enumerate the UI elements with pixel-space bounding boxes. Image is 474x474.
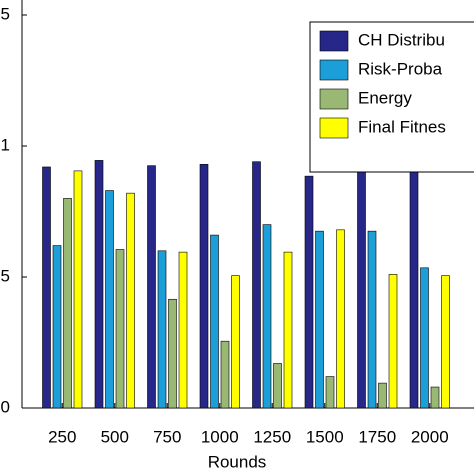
bar <box>199 164 209 409</box>
x-tick-label: 1000 <box>201 427 239 446</box>
bar <box>367 230 377 409</box>
x-tick-label: 500 <box>101 427 129 446</box>
bar <box>357 169 366 409</box>
bar <box>283 251 293 409</box>
bar <box>52 245 62 409</box>
x-tick-label: 1250 <box>253 427 291 446</box>
bar <box>73 170 83 409</box>
bar <box>273 363 282 409</box>
bar <box>325 376 335 409</box>
x-tick-label: 750 <box>153 427 181 446</box>
bar <box>178 251 188 409</box>
bar <box>210 234 219 409</box>
bar <box>105 190 114 409</box>
legend-label: CH Distribu <box>358 30 445 49</box>
bar <box>252 161 261 409</box>
legend-label: Final Fitnes <box>358 117 446 136</box>
bar <box>157 250 167 409</box>
bar <box>126 192 135 409</box>
bar <box>220 340 230 409</box>
bar <box>430 386 440 409</box>
bar <box>147 165 156 409</box>
bar <box>115 249 125 409</box>
legend-label: Energy <box>358 88 412 107</box>
bar <box>231 275 240 409</box>
legend-label: Risk-Proba <box>358 59 443 78</box>
bar <box>94 160 104 409</box>
bar <box>409 169 419 409</box>
bar <box>262 224 272 409</box>
legend-swatch <box>319 59 349 81</box>
legend-swatch <box>319 88 349 110</box>
bar <box>420 267 429 409</box>
y-tick-label: 5 <box>1 266 10 285</box>
y-tick-label: 5 <box>1 4 10 23</box>
bar <box>336 229 345 409</box>
bar <box>315 230 324 409</box>
x-tick-label: 1750 <box>358 427 396 446</box>
x-tick-label: 250 <box>48 427 76 446</box>
legend-swatch <box>319 117 349 139</box>
y-tick-label: 0 <box>1 397 10 416</box>
x-tick-label: 2000 <box>411 427 449 446</box>
x-tick-label: 1500 <box>306 427 344 446</box>
bar <box>168 298 177 409</box>
bar <box>378 382 387 409</box>
bar <box>304 175 314 409</box>
bar <box>441 275 450 409</box>
x-axis-label: Rounds <box>208 452 267 471</box>
legend-swatch <box>319 30 349 52</box>
y-tick-label: 1 <box>1 135 10 154</box>
bar <box>42 166 51 409</box>
bar <box>63 198 72 409</box>
bar <box>388 274 398 409</box>
